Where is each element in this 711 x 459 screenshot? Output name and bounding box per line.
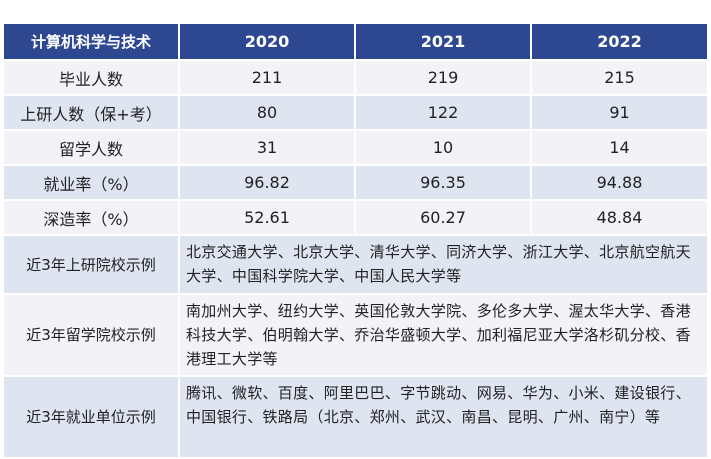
year-header-2022: 2022 (532, 24, 707, 59)
table-cell: 14 (532, 131, 707, 164)
table-row-postgraduate: 上研人数（保+考） 80 122 91 (4, 96, 707, 129)
table-cell: 91 (532, 96, 707, 129)
table-cell: 122 (356, 96, 530, 129)
table-cell: 60.27 (356, 201, 530, 234)
table-row-employment-rate: 就业率（%） 96.82 96.35 94.88 (4, 166, 707, 199)
row-label: 上研人数（保+考） (4, 96, 178, 129)
year-header-2020: 2020 (180, 24, 354, 59)
table-cell: 48.84 (532, 201, 707, 234)
table-row-abroad-schools: 近3年留学院校示例 南加州大学、纽约大学、英国伦敦大学院、多伦多大学、渥太华大学… (4, 295, 707, 375)
example-text: 腾讯、微软、百度、阿里巴巴、字节跳动、网易、华为、小米、建设银行、中国银行、铁路… (180, 377, 707, 457)
row-label: 就业率（%） (4, 166, 178, 199)
table-row-further-study-rate: 深造率（%） 52.61 60.27 48.84 (4, 201, 707, 234)
table-row-employers: 近3年就业单位示例 腾讯、微软、百度、阿里巴巴、字节跳动、网易、华为、小米、建设… (4, 377, 707, 457)
table-cell: 215 (532, 61, 707, 94)
table-cell: 211 (180, 61, 354, 94)
table-header-row: 计算机科学与技术 2020 2021 2022 (4, 24, 707, 59)
example-text: 北京交通大学、北京大学、清华大学、同济大学、浙江大学、北京航空航天大学、中国科学… (180, 236, 707, 293)
table-cell: 10 (356, 131, 530, 164)
row-label: 近3年上研院校示例 (4, 236, 178, 293)
table-cell: 52.61 (180, 201, 354, 234)
table-cell: 96.35 (356, 166, 530, 199)
table-cell: 96.82 (180, 166, 354, 199)
table-cell: 31 (180, 131, 354, 164)
major-header-cell: 计算机科学与技术 (4, 24, 178, 59)
table-row-study-abroad: 留学人数 31 10 14 (4, 131, 707, 164)
row-label: 留学人数 (4, 131, 178, 164)
table-cell: 94.88 (532, 166, 707, 199)
table-row-postgrad-schools: 近3年上研院校示例 北京交通大学、北京大学、清华大学、同济大学、浙江大学、北京航… (4, 236, 707, 293)
example-text: 南加州大学、纽约大学、英国伦敦大学院、多伦多大学、渥太华大学、香港科技大学、伯明… (180, 295, 707, 375)
row-label: 近3年留学院校示例 (4, 295, 178, 375)
table-cell: 80 (180, 96, 354, 129)
row-label: 近3年就业单位示例 (4, 377, 178, 457)
year-header-2021: 2021 (356, 24, 530, 59)
table-row-graduates: 毕业人数 211 219 215 (4, 61, 707, 94)
table-cell: 219 (356, 61, 530, 94)
row-label: 毕业人数 (4, 61, 178, 94)
graduate-statistics-table: 计算机科学与技术 2020 2021 2022 毕业人数 211 219 215… (2, 22, 709, 459)
row-label: 深造率（%） (4, 201, 178, 234)
